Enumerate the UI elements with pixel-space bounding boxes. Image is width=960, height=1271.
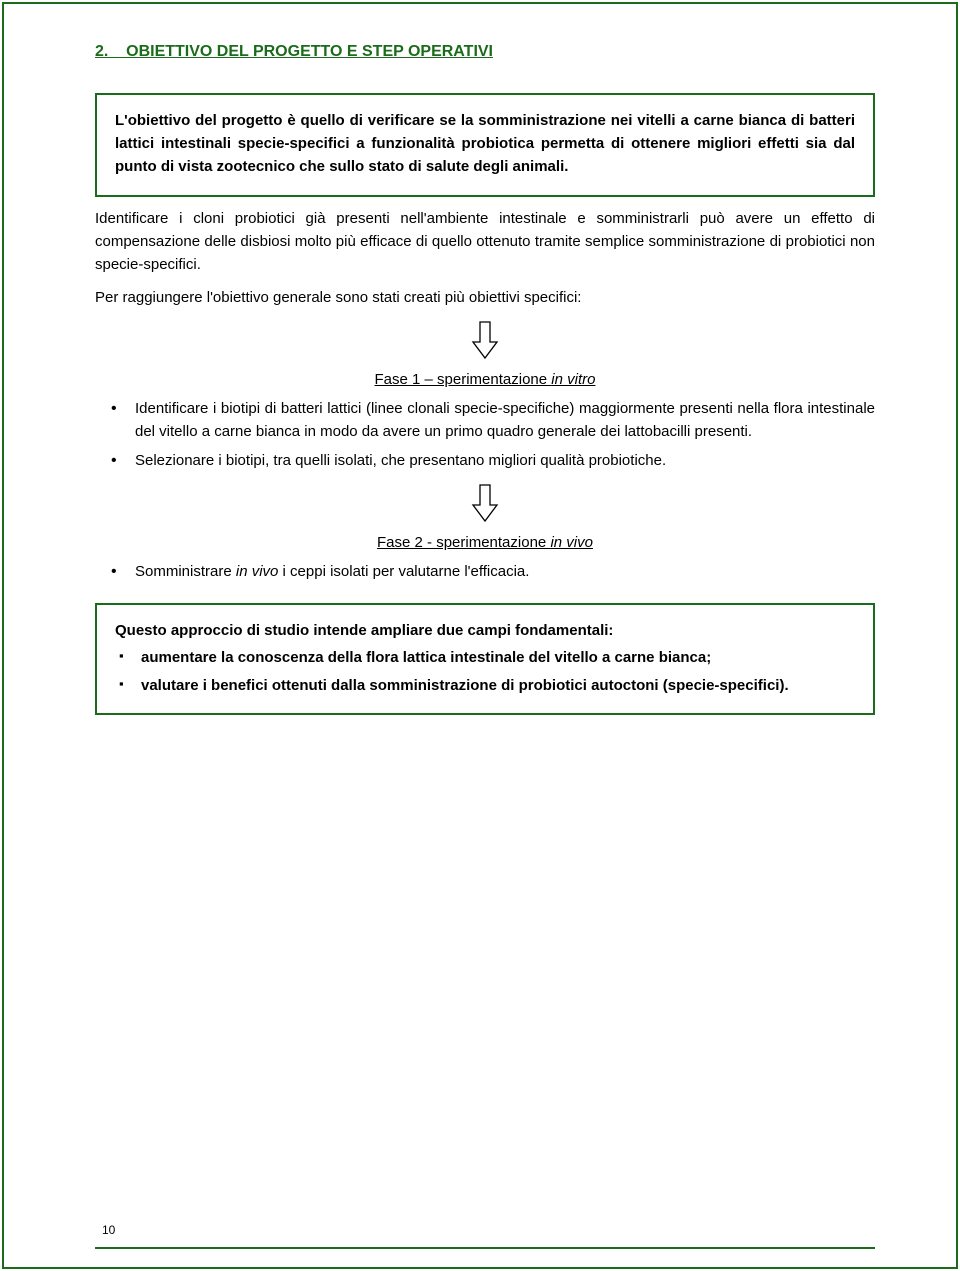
phase-2-bullet-suffix: i ceppi isolati per valutarne l'efficaci… xyxy=(278,563,529,580)
approach-intro: Questo approccio di studio intende ampli… xyxy=(115,619,855,642)
footer-divider xyxy=(95,1247,875,1249)
phase-2-prefix: Fase 2 - sperimentazione xyxy=(377,534,550,551)
paragraph-1: Identificare i cloni probiotici già pres… xyxy=(95,207,875,277)
arrow-down-icon xyxy=(469,320,501,360)
approach-list: aumentare la conoscenza della flora latt… xyxy=(115,646,855,697)
list-item: aumentare la conoscenza della flora latt… xyxy=(141,646,855,669)
list-item: Somministrare in vivo i ceppi isolati pe… xyxy=(135,560,875,583)
section-title: 2. OBIETTIVO DEL PROGETTO E STEP OPERATI… xyxy=(95,40,875,65)
phase-1-em: in vitro xyxy=(551,371,595,388)
list-item: Selezionare i biotipi, tra quelli isolat… xyxy=(135,449,875,472)
phase-1-title: Fase 1 – sperimentazione in vitro xyxy=(95,368,875,391)
list-item: valutare i benefici ottenuti dalla sommi… xyxy=(141,674,855,697)
phase-2-title: Fase 2 - sperimentazione in vivo xyxy=(95,531,875,554)
objective-text: L'obiettivo del progetto è quello di ver… xyxy=(115,109,855,179)
paragraph-2: Per raggiungere l'obiettivo generale son… xyxy=(95,286,875,309)
phase-2-em: in vivo xyxy=(550,534,593,551)
arrow-down-icon xyxy=(469,483,501,523)
phase-1-bullets: Identificare i biotipi di batteri lattic… xyxy=(95,397,875,473)
page-content: 2. OBIETTIVO DEL PROGETTO E STEP OPERATI… xyxy=(95,40,875,725)
phase-1-prefix: Fase 1 – sperimentazione xyxy=(375,371,552,388)
objective-box: L'obiettivo del progetto è quello di ver… xyxy=(95,93,875,197)
phase-2-bullets: Somministrare in vivo i ceppi isolati pe… xyxy=(95,560,875,583)
approach-box: Questo approccio di studio intende ampli… xyxy=(95,603,875,715)
page-number: 10 xyxy=(102,1223,115,1237)
phase-2-bullet-em: in vivo xyxy=(236,563,279,580)
list-item: Identificare i biotipi di batteri lattic… xyxy=(135,397,875,444)
phase-2-bullet-prefix: Somministrare xyxy=(135,563,236,580)
